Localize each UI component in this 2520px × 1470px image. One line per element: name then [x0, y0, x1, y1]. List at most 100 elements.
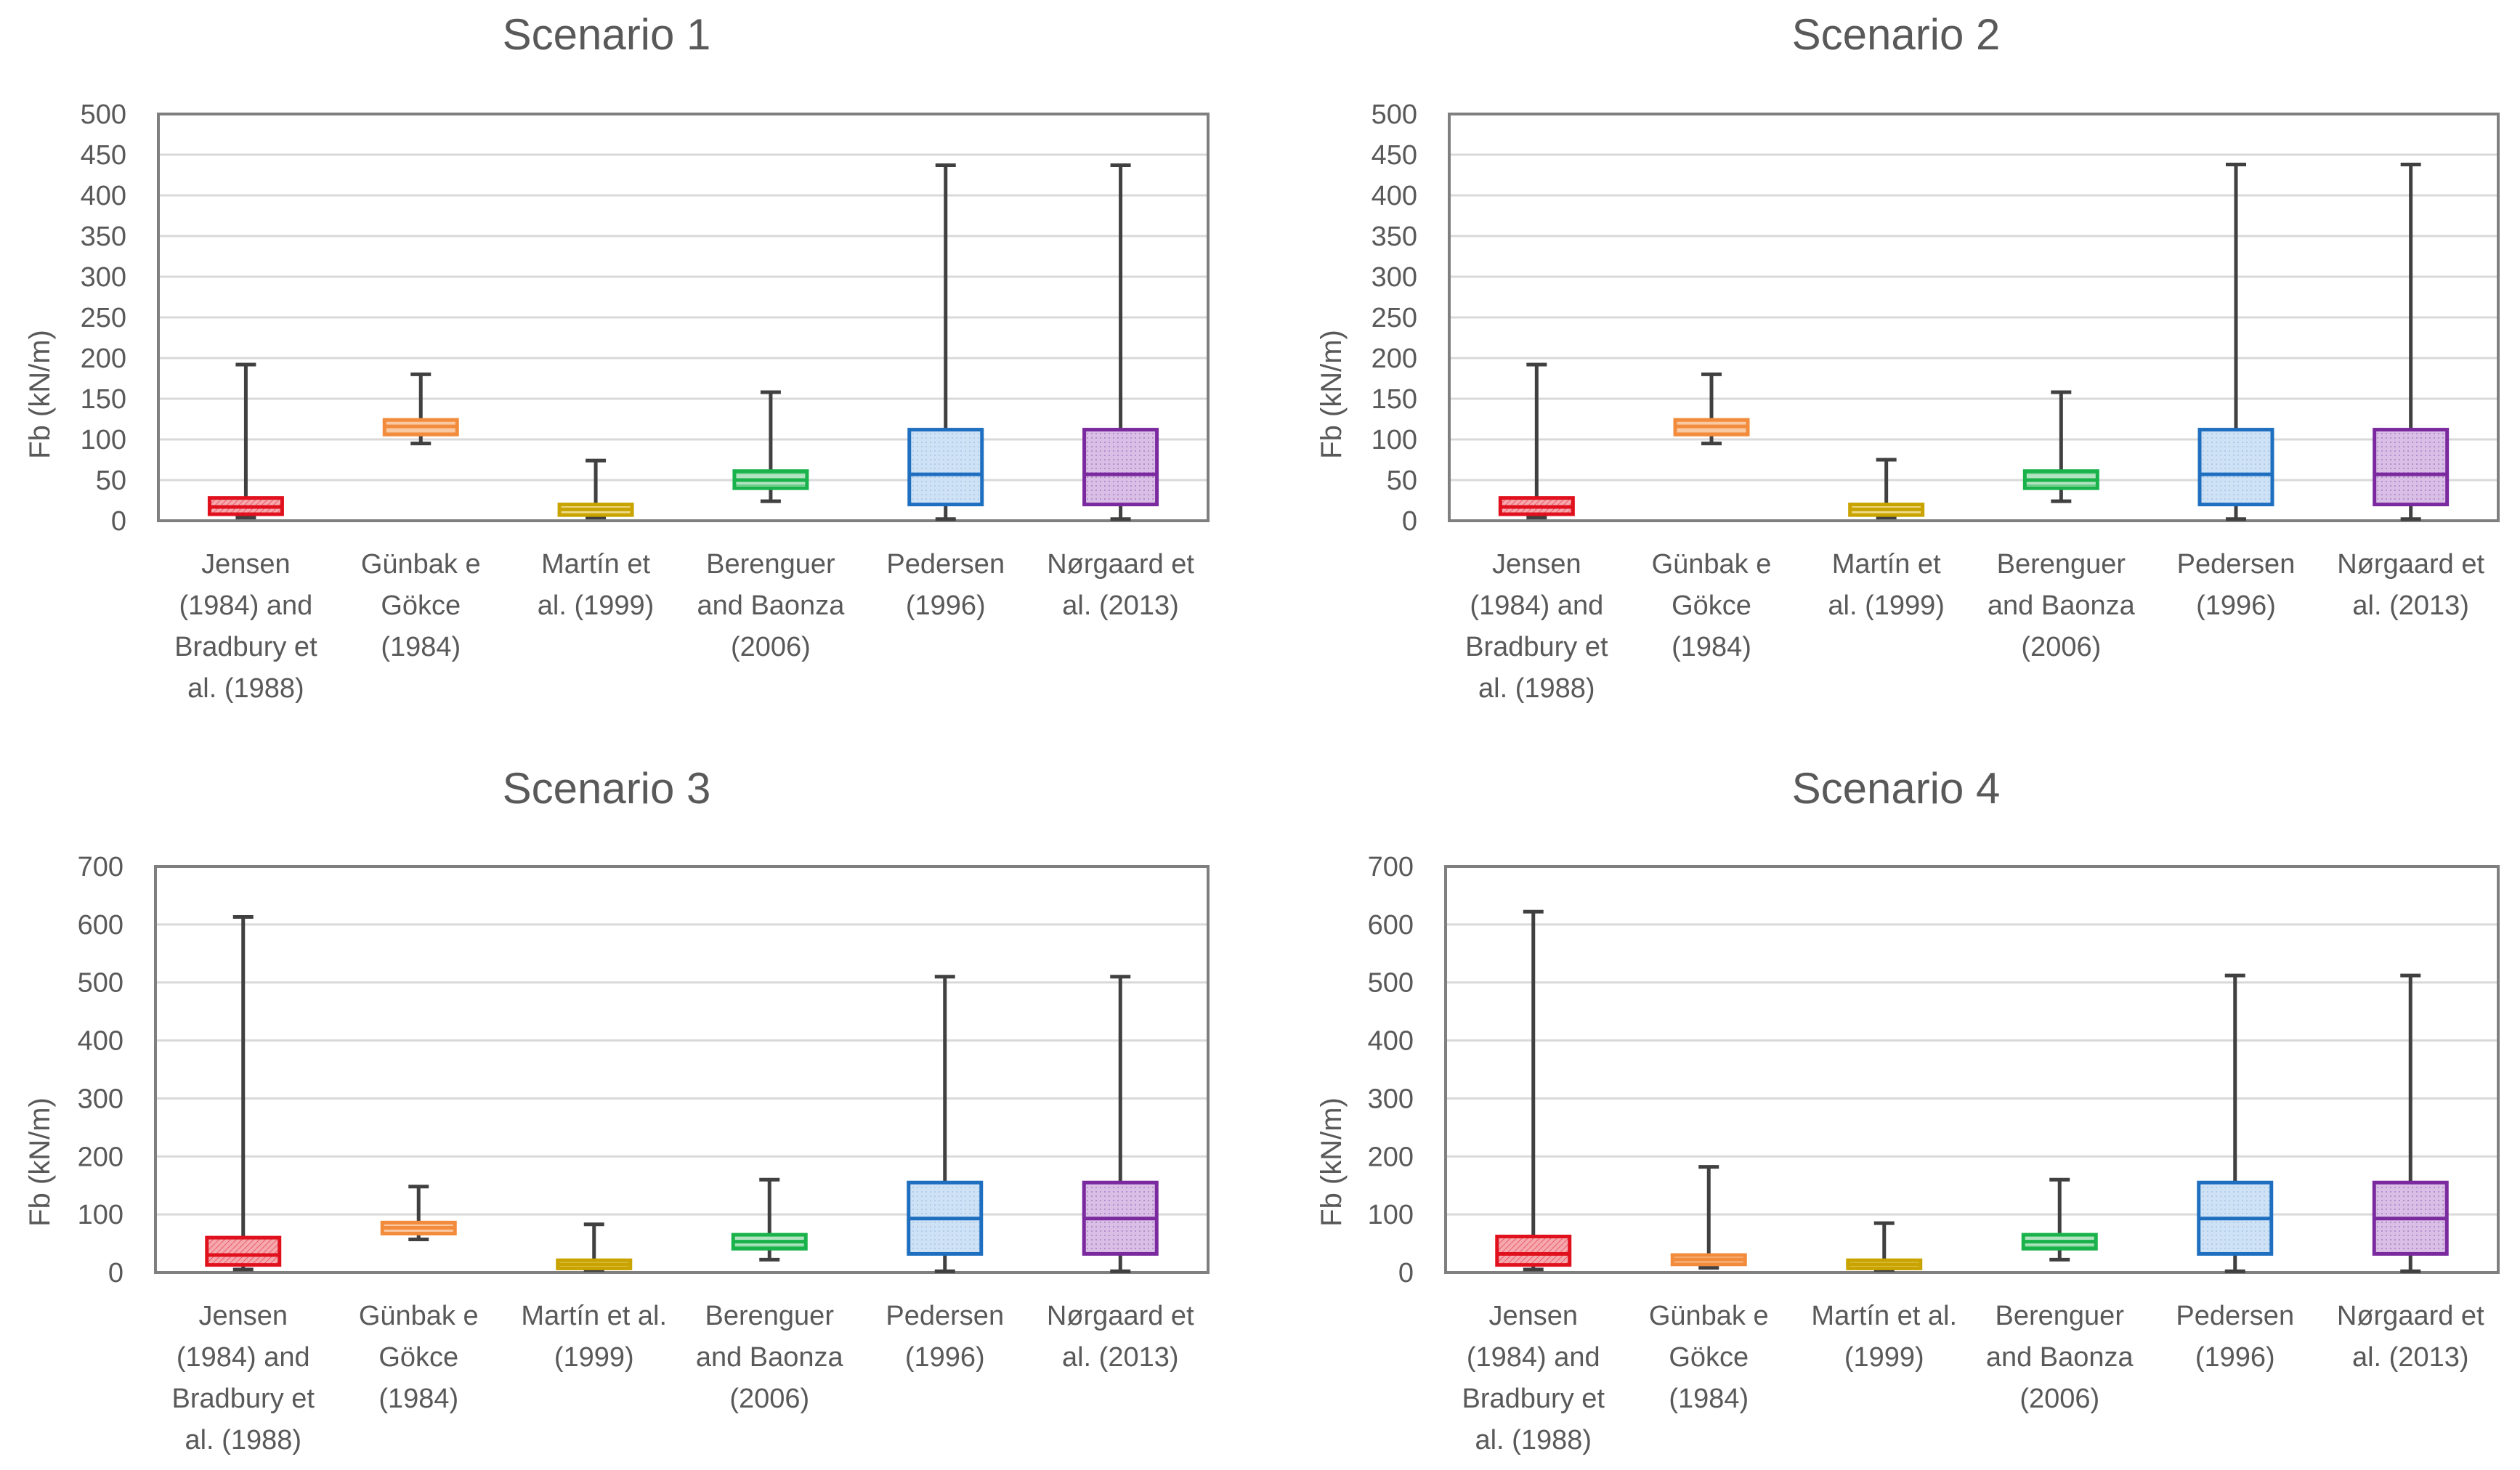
y-tick-label: 450 [1372, 140, 1417, 171]
box-4 [732, 390, 809, 503]
box-iqr [2197, 428, 2274, 507]
x-tick-label: Nørgaard et al. (2013) [1047, 1301, 1194, 1373]
x-tick-label: Jensen (1984) and Bradbury et al. (1988) [1462, 1301, 1605, 1455]
x-tick-label: Martín et al. (1999) [1811, 1301, 1957, 1373]
box-5 [907, 163, 984, 521]
y-tick-label: 300 [1372, 262, 1417, 293]
box-5 [2197, 973, 2274, 1273]
box-3 [1848, 458, 1925, 520]
box-1 [1498, 362, 1575, 520]
box-3 [556, 1222, 633, 1272]
y-tick-labels: 0 50 100 150 200 250 300 350 400 450 500 [81, 100, 126, 537]
y-tick-label: 250 [1372, 303, 1417, 333]
y-tick-label: 0 [1398, 1258, 1414, 1288]
panel-title: Scenario 4 [1792, 764, 2001, 813]
panel-title: Scenario 1 [503, 10, 711, 59]
box-2 [382, 372, 459, 446]
box-iqr [2373, 428, 2450, 507]
box-2 [1670, 1165, 1747, 1270]
x-tick-label: Günbak e Gökce (1984) [361, 549, 481, 662]
y-axis-label: Fb (kN/m) [24, 1097, 56, 1227]
x-tick-label: Günbak e Gökce (1984) [359, 1301, 479, 1414]
x-tick-label: Jensen (1984) and Bradbury et al. (1988) [174, 549, 317, 704]
box-3 [557, 458, 634, 520]
y-tick-label: 50 [1387, 466, 1417, 496]
x-tick-label: Jensen (1984) and Bradbury et al. (1988) [172, 1301, 315, 1455]
x-tick-label: Nørgaard et al. (2013) [2337, 549, 2484, 621]
y-tick-label: 300 [1368, 1084, 1414, 1114]
panel-scenario-3: Scenario 3 Fb (kN/m) 0 100 200 300 400 500 600… [24, 764, 1210, 1455]
y-tick-label: 50 [96, 466, 126, 496]
y-tick-label: 150 [1372, 384, 1417, 415]
y-tick-label: 0 [111, 506, 126, 537]
x-tick-label: Martín et al. (1999) [521, 1301, 667, 1373]
y-axis-label: Fb (kN/m) [24, 330, 56, 459]
x-tick-labels: Jensen (1984) and Bradbury et al. (1988) Gün… [1465, 549, 2484, 704]
y-tick-label: 200 [1368, 1142, 1414, 1172]
box-iqr [1495, 1234, 1572, 1267]
box-iqr [1082, 428, 1159, 507]
y-tick-label: 200 [81, 344, 126, 374]
y-tick-label: 500 [78, 968, 123, 999]
box-2 [380, 1185, 457, 1241]
x-tick-label: Günbak e Gökce (1984) [1652, 549, 1772, 662]
y-tick-label: 350 [1372, 222, 1417, 252]
box-4 [2022, 390, 2099, 503]
y-tick-label: 150 [81, 384, 126, 415]
box-iqr [205, 1235, 282, 1267]
box-1 [207, 362, 284, 520]
plot-area [154, 865, 1210, 1274]
y-tick-label: 100 [1372, 425, 1417, 455]
y-tick-label: 100 [1368, 1200, 1414, 1230]
x-tick-label: Berenguer and Baonza (2006) [697, 549, 845, 662]
y-axis-label: Fb (kN/m) [1316, 330, 1348, 459]
y-tick-label: 400 [78, 1026, 123, 1057]
y-tick-label: 0 [1402, 506, 1417, 537]
y-tick-label: 100 [78, 1200, 123, 1230]
panel-title: Scenario 2 [1792, 10, 2001, 59]
x-tick-label: Berenguer and Baonza (2006) [1988, 549, 2136, 662]
plot-frame [1444, 865, 2500, 1274]
box-6 [1082, 163, 1159, 521]
y-tick-label: 700 [78, 852, 123, 882]
x-tick-label: Berenguer and Baonza (2006) [1986, 1301, 2134, 1414]
plot-area [1448, 113, 2500, 522]
box-2 [1673, 372, 1750, 446]
x-tick-label: Pedersen (1996) [886, 1301, 1004, 1373]
y-tick-labels: 0 100 200 300 400 500 600 700 [78, 852, 123, 1288]
y-tick-label: 200 [78, 1142, 123, 1172]
x-tick-label: Martín et al. (1999) [1828, 549, 1945, 621]
x-tick-labels: Jensen (1984) and Bradbury et al. (1988) Gün… [174, 549, 1194, 704]
plot-frame [154, 865, 1210, 1274]
y-tick-label: 600 [1368, 910, 1414, 941]
plot-frame [157, 113, 1210, 522]
plot-area [1444, 865, 2500, 1274]
x-tick-label: Martín et al. (1999) [538, 549, 655, 621]
y-tick-label: 0 [108, 1258, 123, 1288]
box-5 [2197, 162, 2274, 521]
x-tick-label: Nørgaard et al. (2013) [2337, 1301, 2484, 1373]
box-6 [2373, 162, 2450, 521]
y-tick-label: 400 [81, 181, 126, 211]
y-tick-label: 500 [1372, 100, 1417, 130]
y-tick-label: 400 [1368, 1026, 1414, 1057]
plot-area [157, 113, 1210, 522]
panel-scenario-2: Scenario 2 Fb (kN/m) 0 50 100 150 200 250 300 3… [1316, 10, 2500, 704]
x-tick-label: Berenguer and Baonza (2006) [696, 1301, 844, 1414]
y-tick-label: 250 [81, 303, 126, 333]
y-tick-label: 400 [1372, 181, 1417, 211]
y-tick-label: 100 [81, 425, 126, 455]
panel-scenario-1: Scenario 1 Fb (kN/m) 0 50 100 150 200 250 300 3… [24, 10, 1210, 704]
panel-title: Scenario 3 [503, 764, 711, 813]
y-tick-label: 350 [81, 222, 126, 252]
box-3 [1846, 1221, 1923, 1272]
x-tick-labels: Jensen (1984) and Bradbury et al. (1988) Gün… [1462, 1301, 2485, 1455]
x-tick-labels: Jensen (1984) and Bradbury et al. (1988) Gün… [172, 1301, 1195, 1455]
box-5 [907, 975, 984, 1273]
x-tick-label: Pedersen (1996) [2176, 1301, 2294, 1373]
box-1 [205, 914, 282, 1272]
y-tick-label: 600 [78, 910, 123, 941]
box-6 [1082, 975, 1159, 1273]
y-tick-label: 500 [81, 100, 126, 130]
